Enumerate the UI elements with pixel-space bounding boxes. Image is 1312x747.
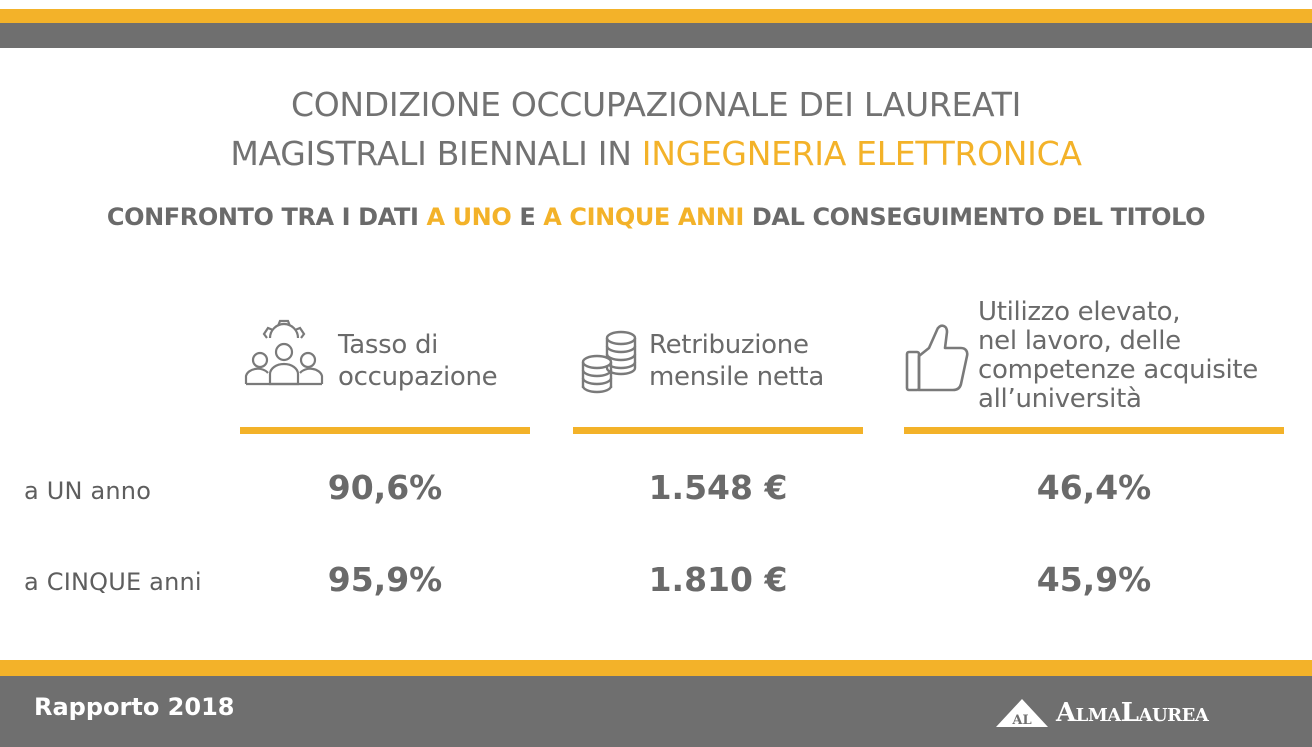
title-prefix: MAGISTRALI BIENNALI IN [230, 134, 642, 173]
value-competenze-1anno: 46,4% [1036, 468, 1152, 507]
column-rule-retribuzione [573, 427, 863, 434]
column-label-retribuzione: Retribuzione mensile netta [649, 329, 824, 393]
thumbs-up-icon [905, 324, 969, 392]
people-gear-icon [244, 319, 324, 386]
subtitle: CONFRONTO TRA I DATI A UNO E A CINQUE AN… [0, 203, 1312, 231]
label-line: Utilizzo elevato, [978, 297, 1181, 327]
label-line: competenze acquisite [978, 355, 1259, 385]
value-occupazione-1anno: 90,6% [327, 468, 443, 507]
label-line: nel lavoro, delle [978, 326, 1181, 356]
coins-icon [581, 330, 637, 394]
column-rule-occupazione [240, 427, 530, 434]
row-label-cinque-anni: a CINQUE anni [24, 568, 202, 596]
column-header-occupazione: Tasso di occupazione [240, 300, 530, 418]
footer-bar [0, 676, 1312, 747]
almalaurea-logo: AL AlmaLaurea [994, 693, 1209, 733]
logo-mark-icon: AL [996, 699, 1048, 728]
logo-text: AlmaLaurea [1056, 698, 1209, 728]
subtitle-highlight-uno: A UNO [426, 203, 512, 231]
value-retribuzione-5anni: 1.810 € [648, 560, 788, 599]
page-title-line2: MAGISTRALI BIENNALI IN INGEGNERIA ELETTR… [0, 134, 1312, 173]
value-competenze-5anni: 45,9% [1036, 560, 1152, 599]
label-line: occupazione [338, 362, 498, 392]
top-gray-bar [0, 23, 1312, 48]
label-line: Tasso di [338, 330, 439, 360]
label-line: Retribuzione [649, 330, 809, 360]
value-occupazione-5anni: 95,9% [327, 560, 443, 599]
column-rule-competenze [904, 427, 1284, 434]
top-accent-bar [0, 9, 1312, 23]
column-header-retribuzione: Retribuzione mensile netta [573, 300, 863, 418]
page-title-line1: CONDIZIONE OCCUPAZIONALE DEI LAUREATI [291, 85, 1021, 124]
subtitle-part3: DAL CONSEGUIMENTO DEL TITOLO [743, 203, 1206, 231]
row-label-un-anno: a UN anno [24, 477, 152, 505]
subtitle-part1: CONFRONTO TRA I DATI [106, 203, 427, 231]
subtitle-highlight-cinque: A CINQUE ANNI [543, 203, 744, 231]
label-line: all’università [978, 384, 1142, 414]
column-header-competenze: Utilizzo elevato, nel lavoro, delle comp… [904, 298, 1284, 418]
logo-mark-text: AL [1011, 713, 1031, 728]
column-label-occupazione: Tasso di occupazione [338, 329, 498, 393]
subtitle-part2: E [511, 203, 544, 231]
title-highlight: INGEGNERIA ELETTRONICA [641, 134, 1082, 173]
value-retribuzione-1anno: 1.548 € [648, 468, 788, 507]
report-year-label: Rapporto 2018 [34, 693, 235, 721]
bottom-accent-bar [0, 660, 1312, 676]
column-label-competenze: Utilizzo elevato, nel lavoro, delle comp… [978, 298, 1258, 414]
label-line: mensile netta [649, 362, 824, 392]
